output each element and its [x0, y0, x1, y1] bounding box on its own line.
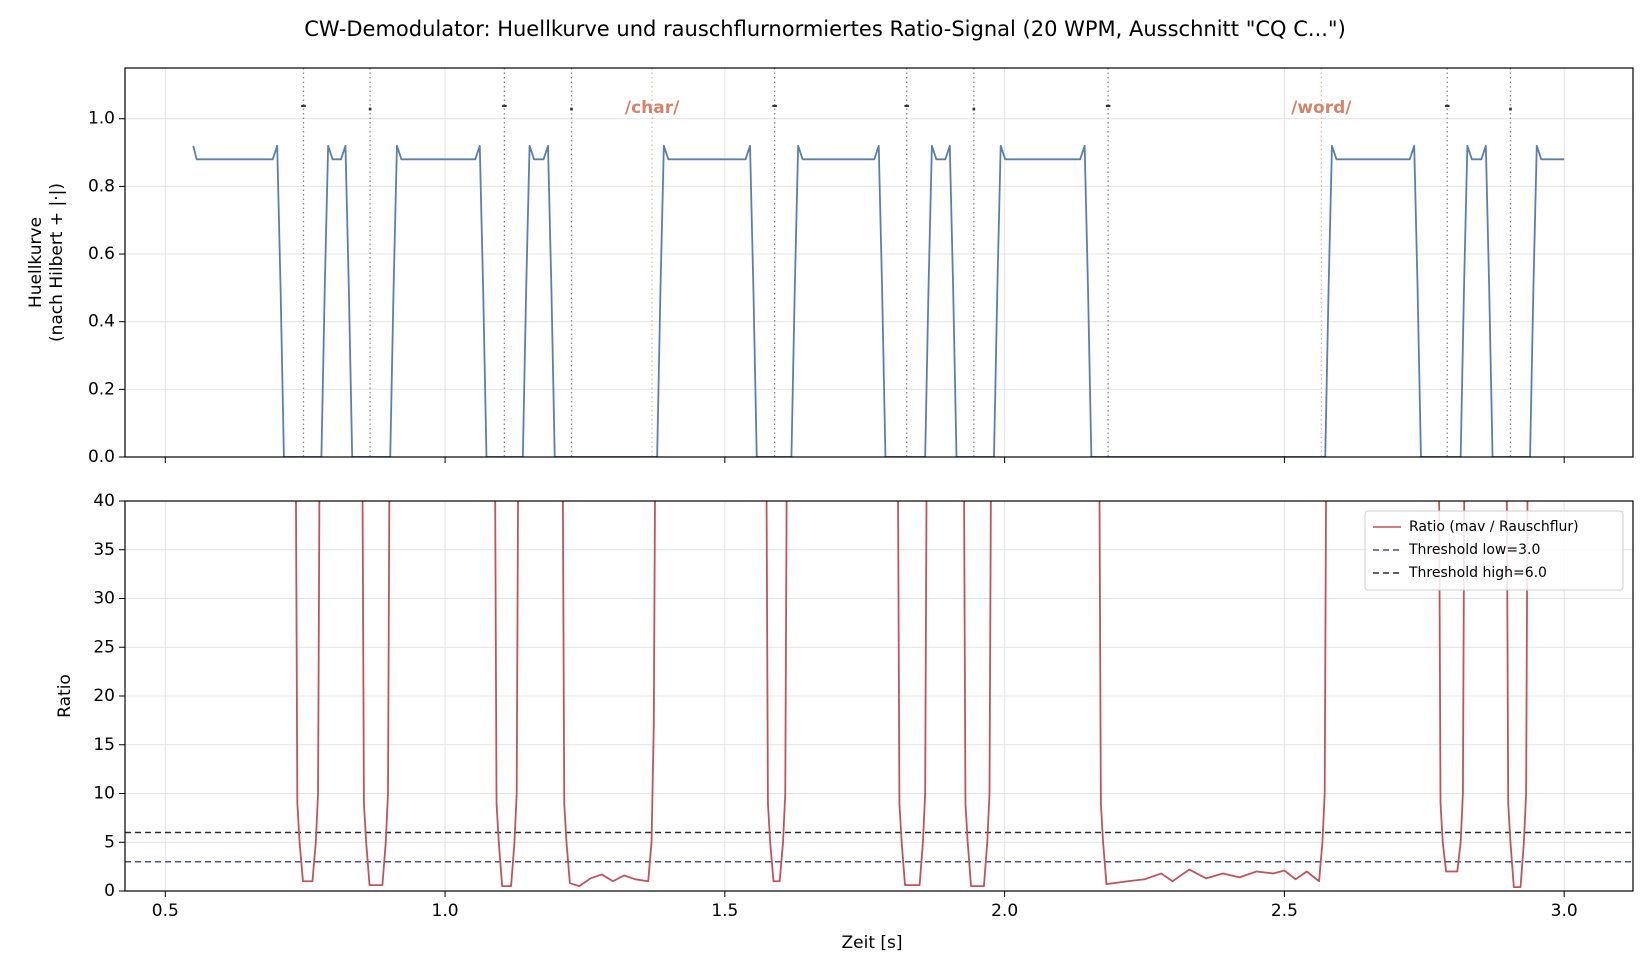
y-tick-label: 1.0 [88, 109, 115, 129]
y-tick-label: 0.0 [88, 447, 115, 467]
y-tick-label: 15 [93, 735, 115, 755]
x-tick-label: 3.0 [1551, 901, 1578, 921]
y-tick-label: 10 [93, 784, 115, 804]
event-symbol: . [1508, 97, 1514, 115]
y-tick-label: 0.8 [88, 176, 115, 196]
event-symbol: - [904, 97, 910, 115]
y-tick-label: 20 [93, 686, 115, 706]
x-tick-label: 1.5 [711, 901, 738, 921]
axes-frame [124, 67, 1634, 458]
y-tick-label: 0 [104, 881, 115, 901]
y-axis-label: Ratio [55, 674, 75, 718]
legend-label: Threshold high=6.0 [1408, 565, 1547, 581]
chart-title: CW-Demodulator: Huellkurve und rauschflu… [304, 17, 1346, 41]
series-line [295, 501, 1529, 888]
y-tick-label: 0.6 [88, 244, 115, 264]
annotation-label: /word/ [1291, 98, 1352, 118]
event-symbol: - [772, 97, 778, 115]
series-line [192, 144, 1565, 457]
event-symbol: . [971, 97, 977, 115]
event-symbol: - [1105, 97, 1111, 115]
annotation-label: /char/ [625, 98, 680, 118]
y-tick-label: 30 [93, 589, 115, 609]
y-tick-label: 5 [104, 832, 115, 852]
event-symbol: - [300, 97, 306, 115]
y-tick-label: 40 [93, 491, 115, 511]
event-symbol: . [367, 97, 373, 115]
y-tick-label: 0.2 [88, 379, 115, 399]
y-axis-label: (nach Hilbert + |·|) [47, 183, 67, 342]
x-tick-label: 0.5 [152, 901, 179, 921]
event-symbol: - [501, 97, 507, 115]
event-symbol: . [569, 97, 575, 115]
legend-box [1364, 510, 1624, 591]
y-tick-label: 0.4 [88, 312, 115, 332]
y-tick-label: 35 [93, 540, 115, 560]
legend-label: Threshold low=3.0 [1408, 542, 1540, 558]
x-axis-label: Zeit [s] [841, 933, 902, 953]
y-tick-label: 25 [93, 637, 115, 657]
plot-area [192, 68, 1565, 457]
x-tick-label: 1.0 [432, 901, 459, 921]
legend-label: Ratio (mav / Rauschflur) [1409, 519, 1579, 535]
event-symbol: - [1444, 97, 1450, 115]
x-tick-label: 2.0 [991, 901, 1018, 921]
plot-area [125, 501, 1633, 888]
y-axis-label: Huellkurve [26, 217, 46, 308]
x-tick-label: 2.5 [1271, 901, 1298, 921]
axes-frame [124, 500, 1634, 892]
